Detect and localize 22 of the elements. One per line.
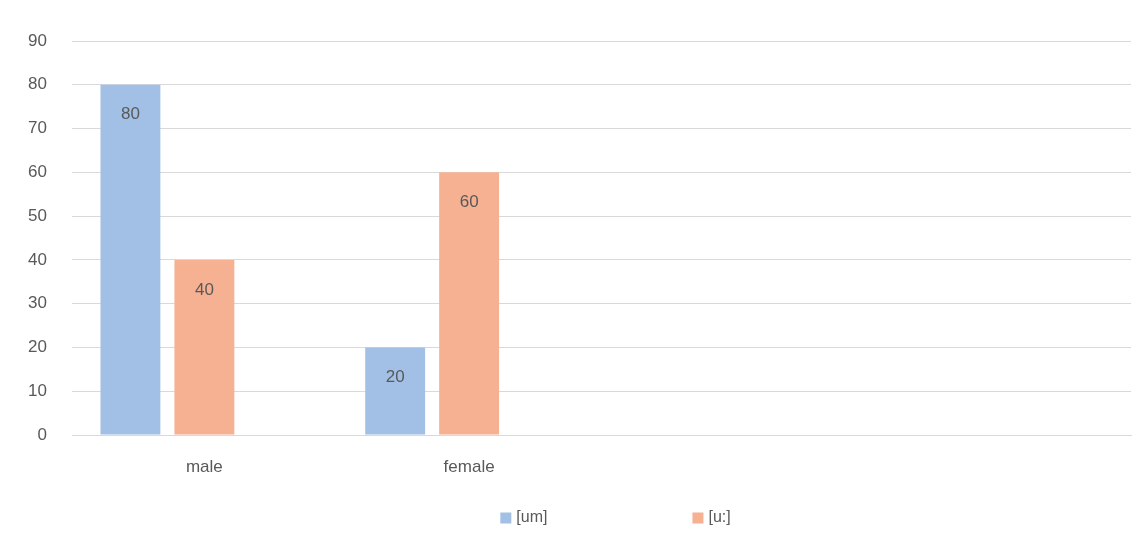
y-tick-label: 30 (28, 293, 47, 313)
data-label: 40 (194, 279, 214, 299)
y-tick-label: 90 (28, 30, 47, 50)
bar (174, 259, 235, 435)
y-tick-label: 60 (28, 162, 47, 182)
y-tick-label: 80 (28, 74, 47, 94)
bar (100, 84, 161, 435)
y-tick-label: 20 (28, 337, 47, 357)
y-tick-label: 10 (28, 380, 47, 400)
data-label: 80 (120, 104, 140, 124)
bar (439, 172, 500, 435)
x-tick-label: male (185, 456, 223, 476)
y-tick-label: 70 (28, 118, 47, 138)
legend-label: [um] (516, 508, 548, 526)
y-tick-label: 0 (37, 424, 47, 444)
y-tick-label: 40 (28, 249, 47, 269)
x-tick-label: female (443, 456, 495, 476)
data-label: 60 (459, 192, 479, 212)
bar (365, 347, 426, 435)
y-tick-label: 50 (28, 205, 47, 225)
legend-label: [u:] (708, 508, 731, 526)
data-label: 20 (385, 367, 405, 387)
